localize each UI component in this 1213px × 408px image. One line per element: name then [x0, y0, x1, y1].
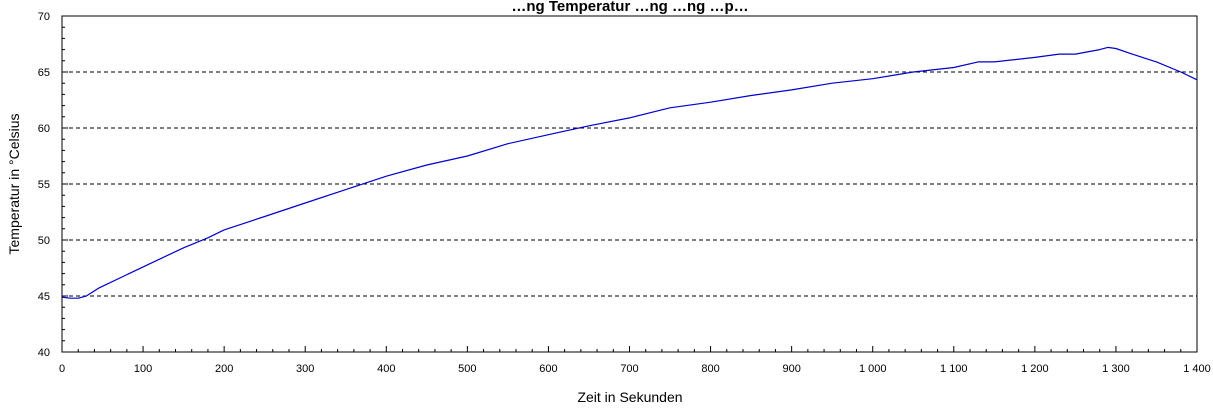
x-tick-label: 600: [539, 363, 557, 375]
grid-lines: [62, 71, 1197, 297]
x-axis-label: Zeit in Sekunden: [577, 389, 682, 405]
y-tick-label: 50: [38, 235, 50, 247]
x-tick-label: 500: [458, 363, 476, 375]
axis-ticks: [61, 15, 1198, 353]
x-tick-label: 1 400: [1183, 363, 1211, 375]
x-tick-label: 800: [701, 363, 719, 375]
chart-title: …ng Temperatur …ng …ng …p…: [511, 0, 748, 15]
x-tick-label: 900: [782, 363, 800, 375]
x-tick-label: 400: [377, 363, 395, 375]
y-tick-label: 60: [38, 123, 50, 135]
y-tick-label: 55: [38, 179, 50, 191]
y-axis-label: Temperatur in °Celsius: [6, 114, 22, 255]
x-tick-label: 1 300: [1102, 363, 1130, 375]
x-tick-label: 1 100: [940, 363, 968, 375]
x-axis-tick-labels: 0 100 200 300 400 500 600 700 800 900 1 000 1 100 1 …: [59, 363, 1211, 375]
x-tick-label: 700: [620, 363, 638, 375]
x-tick-label: 300: [296, 363, 314, 375]
x-tick-label: 0: [59, 363, 65, 375]
series-layer: [61, 46, 1198, 299]
x-tick-label: 100: [134, 363, 152, 375]
x-tick-label: 1 000: [859, 363, 887, 375]
y-tick-label: 70: [38, 11, 50, 23]
x-tick-label: 1 200: [1021, 363, 1049, 375]
temperature-series-line: [61, 46, 1198, 299]
y-tick-label: 40: [38, 347, 50, 359]
x-tick-label: 200: [215, 363, 233, 375]
y-tick-label: 65: [38, 67, 50, 79]
y-axis-tick-labels: 40 45 50 55 60 65 70: [38, 11, 50, 359]
y-tick-label: 45: [38, 291, 50, 303]
